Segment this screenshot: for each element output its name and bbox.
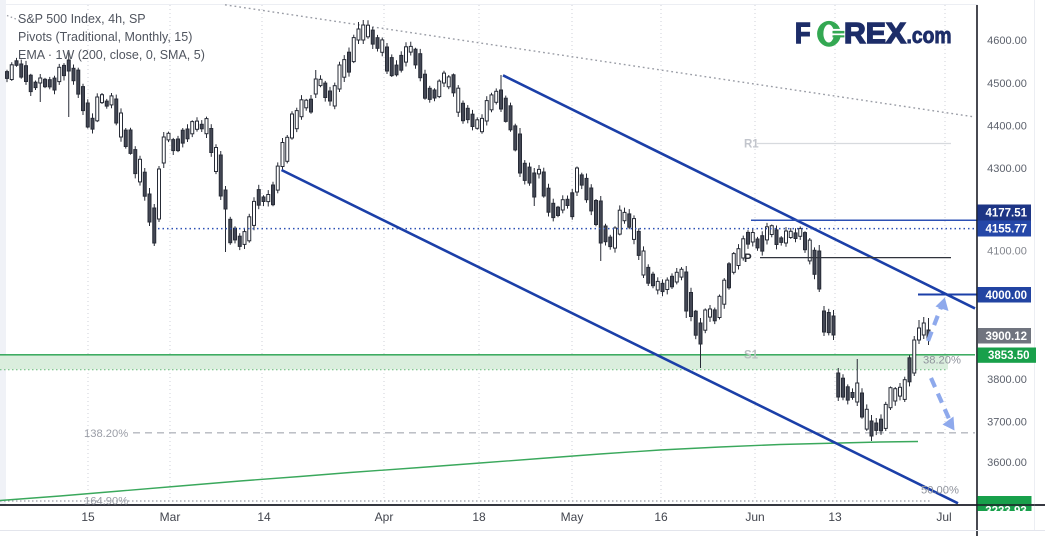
svg-text:4177.51: 4177.51 [985,208,1027,220]
svg-text:S&P 500 Index, 4h, SP: S&P 500 Index, 4h, SP [18,12,146,26]
svg-text:EMA · 1W (200, close, 0, SMA,: EMA · 1W (200, close, 0, SMA, 5) [18,48,205,62]
svg-text:REX: REX [844,18,907,50]
svg-text:3800.00: 3800.00 [987,374,1027,386]
svg-text:4100.00: 4100.00 [987,246,1027,258]
svg-text:4600.00: 4600.00 [987,35,1027,47]
svg-text:13: 13 [828,510,842,524]
svg-text:4000.00: 4000.00 [985,290,1027,302]
svg-text:3700.00: 3700.00 [987,417,1027,429]
svg-text:3900.12: 3900.12 [985,331,1027,343]
svg-text:3600.00: 3600.00 [987,457,1027,469]
svg-text:F: F [795,18,811,50]
svg-text:R1: R1 [744,139,759,151]
svg-text:Mar: Mar [160,510,181,524]
svg-text:4500.00: 4500.00 [987,78,1027,90]
svg-text:18: 18 [472,510,486,524]
svg-text:3233.93: 3233.93 [985,506,1027,518]
svg-text:Pivots (Traditional, Monthly,: Pivots (Traditional, Monthly, 15) [18,30,192,44]
svg-text:4155.77: 4155.77 [985,224,1027,236]
svg-text:4300.00: 4300.00 [987,163,1027,175]
svg-text:164.90%: 164.90% [84,496,128,508]
svg-text:3853.50: 3853.50 [988,350,1030,362]
svg-text:Jun: Jun [745,510,764,524]
svg-text:138.20%: 138.20% [84,428,128,440]
svg-text:50.00%: 50.00% [921,485,959,497]
svg-text:P: P [744,253,752,265]
svg-text:.com: .com [907,23,952,48]
svg-text:14: 14 [257,510,271,524]
svg-text:15: 15 [81,510,95,524]
svg-text:May: May [561,510,584,524]
svg-text:Apr: Apr [375,510,394,524]
svg-text:38.20%: 38.20% [923,355,961,367]
svg-text:S1: S1 [744,350,759,362]
svg-text:16: 16 [654,510,668,524]
svg-text:Jul: Jul [936,510,951,524]
svg-text:4400.00: 4400.00 [987,121,1027,133]
